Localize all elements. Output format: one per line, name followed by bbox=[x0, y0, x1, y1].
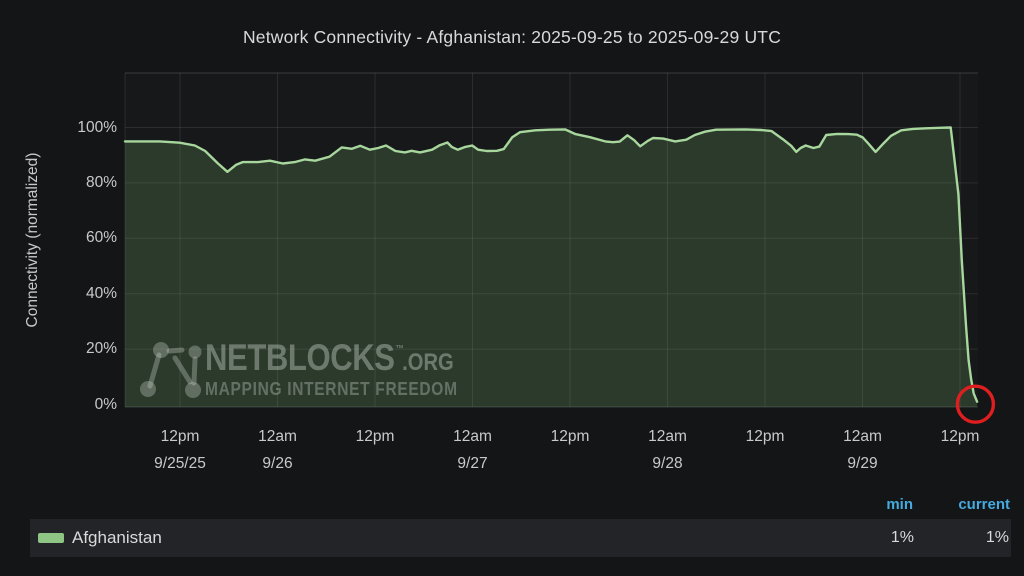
y-tick-label: 60% bbox=[85, 229, 117, 247]
x-tick: 12pm bbox=[327, 428, 423, 446]
series-color-swatch bbox=[38, 533, 64, 543]
chart-title: Network Connectivity - Afghanistan: 2025… bbox=[242, 27, 782, 47]
legend-current-header: current bbox=[958, 496, 1010, 513]
x-tick: 12pm bbox=[912, 428, 1008, 446]
legend-min-value: 1% bbox=[890, 529, 914, 546]
x-tick: 12pm 9/25/25 bbox=[132, 428, 228, 473]
connectivity-area-fill bbox=[125, 127, 978, 407]
y-tick-label: 40% bbox=[85, 284, 117, 302]
x-tick-time: 12pm bbox=[940, 428, 980, 445]
x-tick-date: 9/28 bbox=[652, 455, 683, 472]
legend-series-label: Afghanistan bbox=[72, 528, 162, 547]
x-tick-date: 9/27 bbox=[457, 455, 488, 472]
connectivity-line bbox=[123, 126, 979, 403]
x-tick-time: 12am bbox=[258, 428, 297, 445]
legend-series-row[interactable]: Afghanistan 1% 1% bbox=[30, 519, 1011, 557]
x-tick-time: 12pm bbox=[550, 428, 590, 445]
legend-min-header: min bbox=[886, 496, 913, 513]
x-tick: 12am 9/26 bbox=[230, 428, 326, 473]
y-tick-label: 80% bbox=[85, 173, 117, 191]
x-tick-date: 9/29 bbox=[847, 455, 878, 472]
x-tick: 12pm bbox=[717, 428, 813, 446]
x-tick: 12pm bbox=[522, 428, 618, 446]
legend-current-value: 1% bbox=[985, 529, 1009, 546]
y-tick-label: 20% bbox=[85, 340, 117, 358]
x-tick: 12am 9/27 bbox=[425, 428, 521, 473]
x-tick-date: 9/25/25 bbox=[154, 455, 206, 472]
x-tick-time: 12pm bbox=[355, 428, 395, 445]
outage-highlight-circle bbox=[955, 384, 996, 424]
x-tick: 12am 9/28 bbox=[620, 428, 716, 473]
x-tick: 12am 9/29 bbox=[815, 428, 911, 473]
y-tick-label: 0% bbox=[94, 395, 117, 413]
gridlines bbox=[124, 72, 978, 408]
x-tick-date: 9/26 bbox=[262, 455, 293, 472]
x-tick-time: 12am bbox=[453, 428, 492, 445]
x-tick-time: 12pm bbox=[160, 428, 200, 445]
x-tick-time: 12am bbox=[648, 428, 687, 445]
x-tick-time: 12am bbox=[843, 428, 882, 445]
x-tick-time: 12pm bbox=[745, 428, 785, 445]
y-tick-label: 100% bbox=[77, 118, 117, 136]
